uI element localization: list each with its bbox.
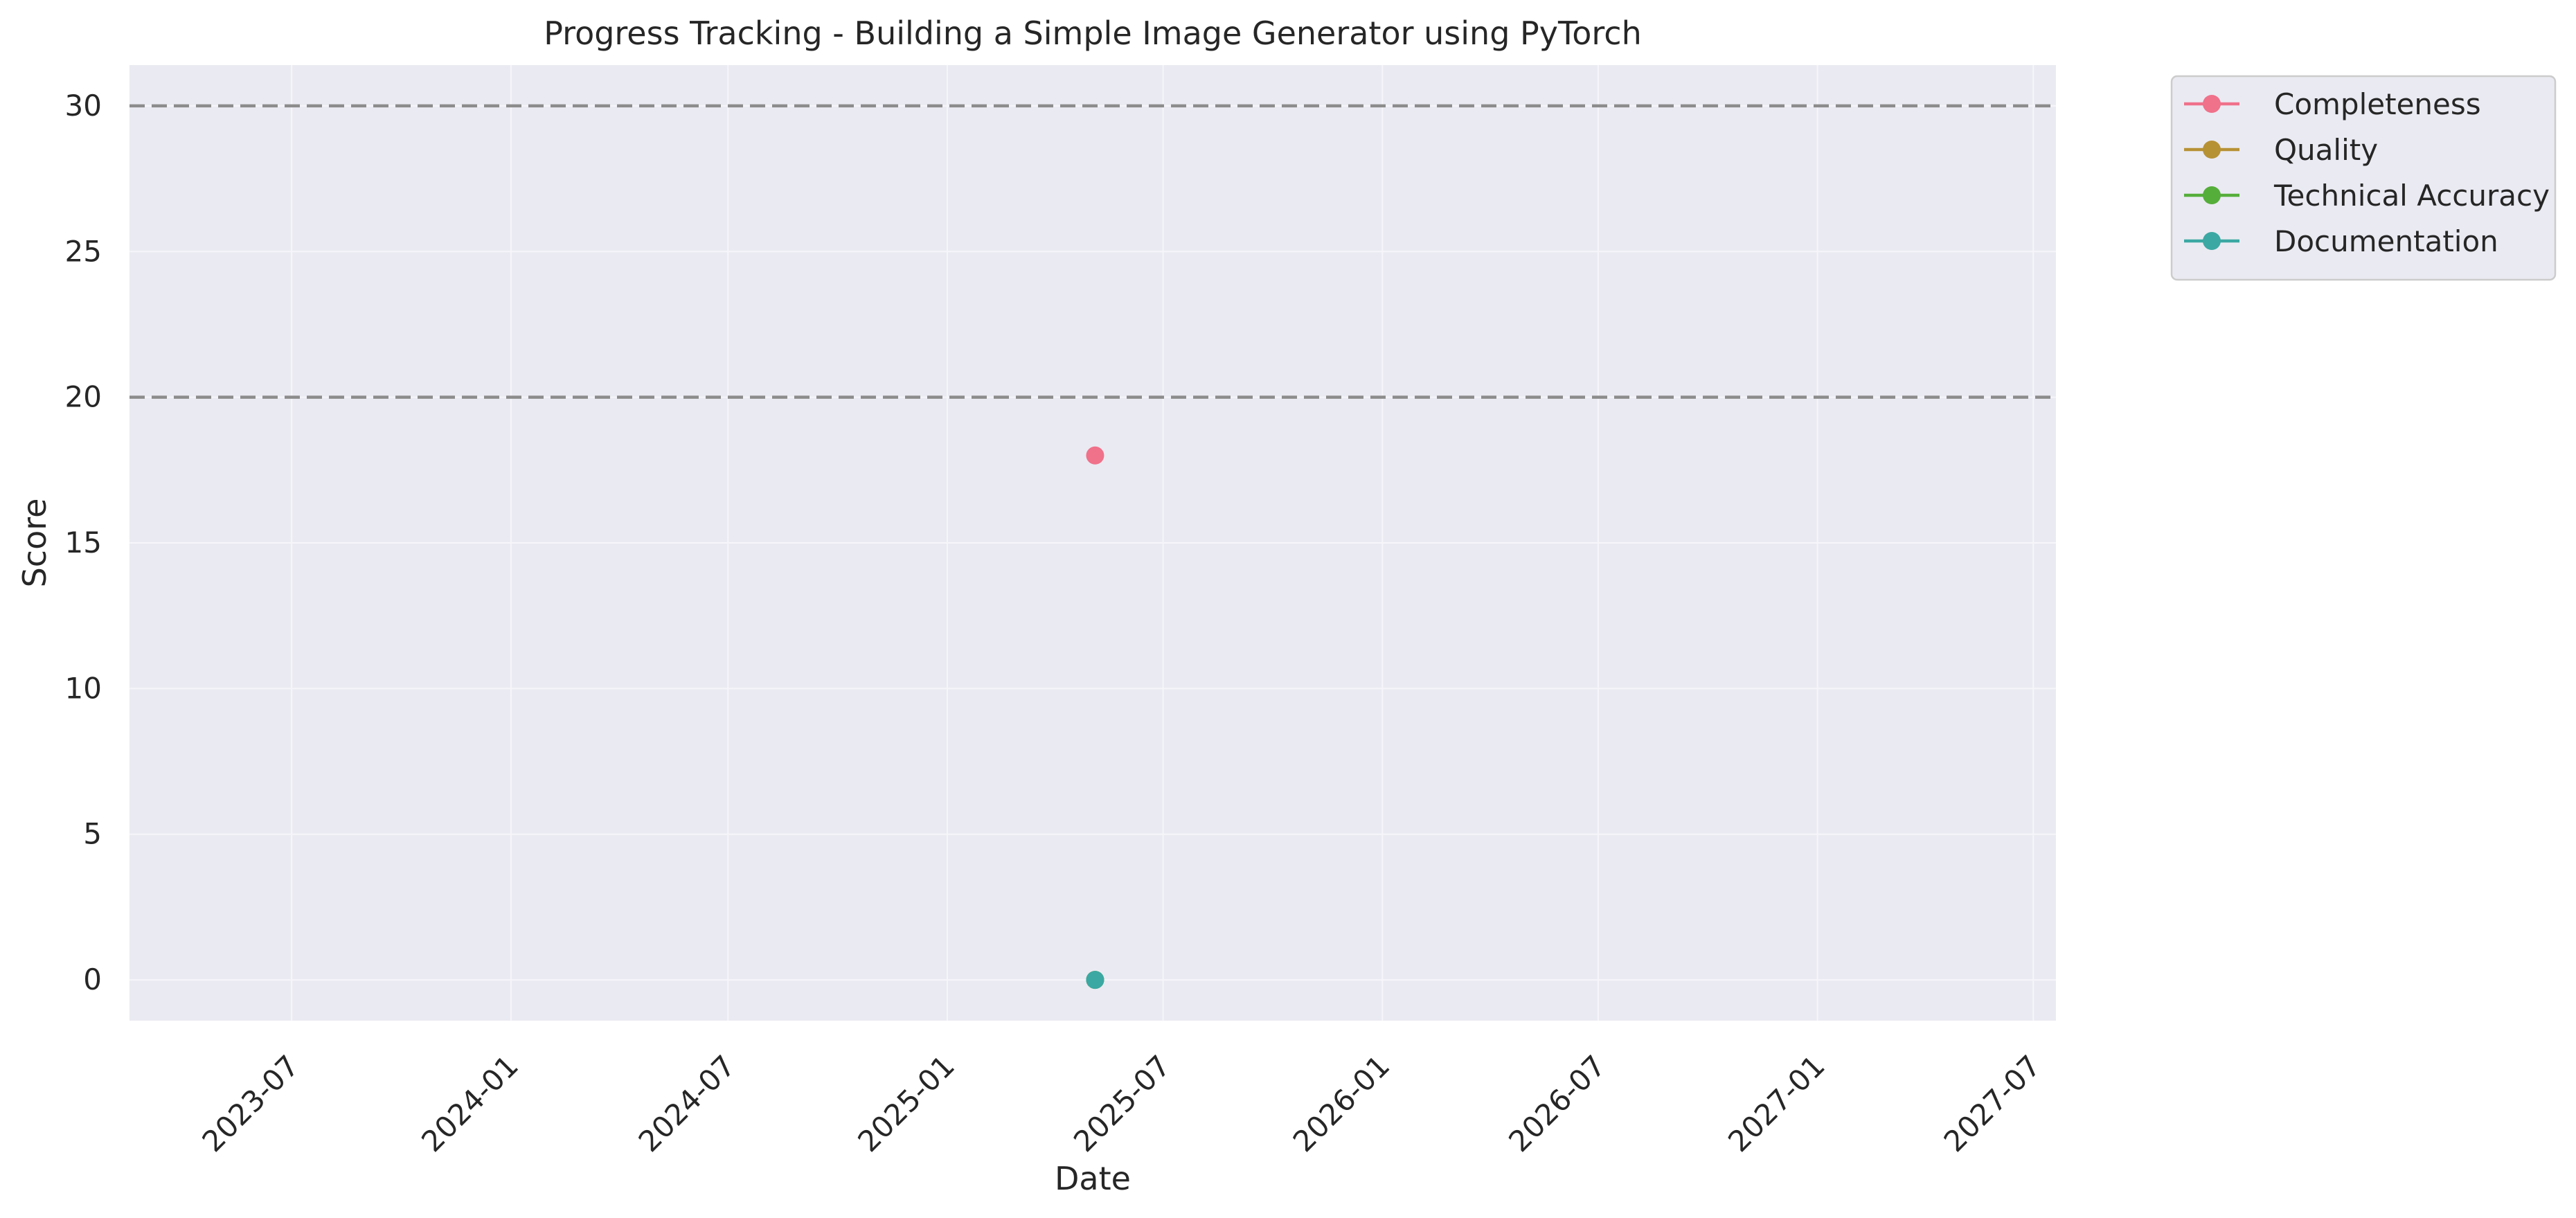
y-tick-label: 0: [83, 962, 102, 996]
legend-label: Documentation: [2274, 224, 2498, 258]
x-tick-labels: 2023-07 2024-01 2024-07 2025-01 2025-07 2026-…: [195, 1048, 2047, 1158]
data-point: [1086, 971, 1104, 989]
x-tick-label: 2025-07: [1067, 1048, 1177, 1158]
y-tick-label: 5: [83, 817, 102, 851]
data-points: [1086, 446, 1104, 989]
x-axis-title: Date: [1055, 1160, 1131, 1197]
reference-lines: [129, 104, 2056, 399]
x-tick-label: 2027-07: [1938, 1048, 2048, 1158]
x-tick-label: 2027-01: [1721, 1048, 1832, 1158]
legend: Completeness Quality Technical Accuracy Doc…: [2170, 75, 2557, 281]
y-tick-label: 30: [65, 89, 102, 123]
x-tick-label: 2025-01: [851, 1048, 961, 1158]
legend-marker: [2203, 186, 2221, 204]
legend-box: [2170, 75, 2557, 281]
y-tick-labels: 0 5 10 15 20 25 30: [65, 89, 102, 996]
legend-marker: [2203, 232, 2221, 250]
legend-marker: [2203, 95, 2221, 113]
x-tick-label: 2024-07: [632, 1048, 742, 1158]
chart-title: Progress Tracking - Building a Simple Im…: [544, 15, 1642, 52]
x-tick-label: 2026-01: [1287, 1048, 1397, 1158]
y-tick-label: 10: [65, 671, 102, 705]
y-tick-label: 20: [65, 380, 102, 414]
x-tick-label: 2023-07: [195, 1048, 305, 1158]
y-axis-title: Score: [16, 499, 53, 588]
legend-label: Completeness: [2274, 87, 2481, 121]
y-tick-label: 25: [65, 234, 102, 268]
legend-label: Quality: [2274, 133, 2378, 167]
legend-marker: [2203, 141, 2221, 159]
legend-label: Technical Accuracy: [2273, 179, 2550, 213]
x-tick-label: 2026-07: [1502, 1048, 1612, 1158]
data-point: [1086, 446, 1104, 465]
y-tick-label: 15: [65, 526, 102, 559]
x-tick-label: 2024-01: [415, 1048, 525, 1158]
grid: [129, 65, 2056, 1021]
